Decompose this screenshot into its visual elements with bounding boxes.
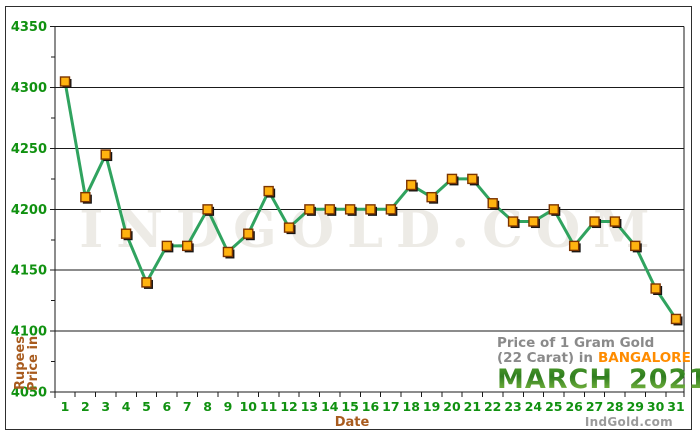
indgold-brand-text: IndGold.com	[584, 415, 673, 429]
svg-text:4250: 4250	[11, 142, 47, 157]
svg-text:15: 15	[341, 399, 358, 414]
svg-text:21: 21	[464, 399, 481, 414]
data-point-day-6	[161, 240, 173, 252]
data-point-day-18	[406, 179, 417, 191]
data-point-day-11	[263, 185, 274, 197]
data-point-day-29	[630, 240, 641, 252]
data-point-day-19	[426, 191, 437, 203]
data-point-day-3	[100, 149, 111, 160]
svg-text:7: 7	[183, 399, 192, 414]
x-tick-labels: 1 2 3 4 5 6 7 8 9 10 11 12 13 14 15 16 17 18 19 20 21 22 23 24 2…	[61, 399, 685, 414]
svg-text:8: 8	[203, 399, 212, 414]
svg-text:4050: 4050	[11, 386, 47, 401]
svg-text:6: 6	[162, 399, 171, 414]
y-axis-title: Price in Rupees	[13, 334, 41, 392]
data-point-day-15	[344, 204, 356, 215]
data-markers	[59, 76, 683, 326]
data-point-day-5	[141, 277, 152, 288]
legend-line1: Price of 1 Gram Gold	[497, 335, 655, 351]
svg-text:9: 9	[224, 399, 233, 414]
svg-text:13: 13	[301, 399, 318, 414]
svg-text:22: 22	[484, 399, 501, 414]
data-point-day-23	[507, 216, 519, 227]
svg-text:30: 30	[647, 399, 665, 414]
svg-text:19: 19	[423, 399, 440, 414]
data-point-day-21	[467, 173, 478, 185]
data-point-day-17	[385, 204, 397, 215]
data-point-day-31	[670, 313, 682, 325]
data-point-day-8	[202, 204, 213, 215]
svg-text:29: 29	[627, 399, 644, 414]
svg-text:11: 11	[260, 399, 277, 414]
svg-text:10: 10	[240, 399, 258, 414]
chart-outer-border	[5, 6, 692, 430]
data-point-day-28	[609, 216, 621, 227]
city-name: BANGALORE	[598, 350, 691, 366]
svg-text:4: 4	[122, 399, 131, 414]
svg-text:28: 28	[606, 399, 623, 414]
y-tick-labels: 4050 4100 4150 4200 4250 4300 4350	[11, 20, 47, 400]
svg-text:5: 5	[142, 399, 151, 414]
tick-marks	[50, 26, 685, 397]
legend-line2-prefix: (22 Carat) in	[497, 350, 594, 366]
svg-text:18: 18	[403, 399, 420, 414]
x-axis-title: Date	[334, 415, 370, 430]
svg-text:14: 14	[321, 399, 339, 414]
data-point-day-4	[120, 228, 132, 239]
svg-text:3: 3	[101, 399, 110, 414]
data-point-day-27	[589, 216, 600, 227]
gridlines	[55, 26, 684, 393]
month-label: MARCH	[497, 364, 613, 395]
svg-text:4350: 4350	[11, 20, 47, 35]
data-point-day-22	[487, 198, 498, 209]
svg-text:17: 17	[382, 399, 399, 414]
y-axis-title-line1: Price in	[26, 335, 41, 391]
axis-lines	[54, 26, 685, 398]
svg-text:4100: 4100	[11, 325, 47, 340]
data-point-day-16	[365, 204, 376, 215]
svg-text:4300: 4300	[11, 81, 47, 96]
data-point-day-7	[181, 240, 193, 252]
svg-text:12: 12	[280, 399, 297, 414]
legend-line2: (22 Carat) in BANGALORE	[497, 351, 700, 366]
chart-legend: Price of 1 Gram Gold (22 Carat) in BANGAL…	[497, 335, 700, 395]
data-point-day-10	[243, 228, 254, 239]
svg-text:16: 16	[362, 399, 380, 414]
data-point-day-25	[548, 204, 559, 215]
svg-text:24: 24	[525, 399, 543, 414]
y-axis-title-line2: Rupees	[13, 336, 28, 390]
data-point-day-24	[528, 216, 539, 227]
data-point-day-2	[80, 191, 91, 203]
data-point-day-30	[650, 283, 661, 294]
svg-text:20: 20	[443, 399, 461, 414]
data-point-day-13	[304, 204, 315, 215]
data-point-day-12	[283, 222, 295, 233]
svg-text:4200: 4200	[11, 203, 47, 218]
svg-text:26: 26	[565, 399, 583, 414]
data-point-day-20	[446, 173, 458, 185]
series-line	[63, 80, 678, 321]
svg-text:27: 27	[586, 399, 603, 414]
svg-text:1: 1	[61, 399, 70, 414]
year-label: 2021	[629, 364, 700, 395]
svg-text:2: 2	[81, 399, 90, 414]
data-point-day-1	[59, 76, 71, 87]
data-point-day-9	[222, 246, 234, 258]
legend-month-year: MARCH 2021	[497, 364, 700, 395]
svg-text:23: 23	[504, 399, 521, 414]
svg-text:4150: 4150	[11, 264, 47, 279]
data-point-day-14	[324, 204, 335, 215]
svg-text:31: 31	[667, 399, 684, 414]
svg-text:25: 25	[545, 399, 562, 414]
data-point-day-26	[568, 240, 580, 252]
